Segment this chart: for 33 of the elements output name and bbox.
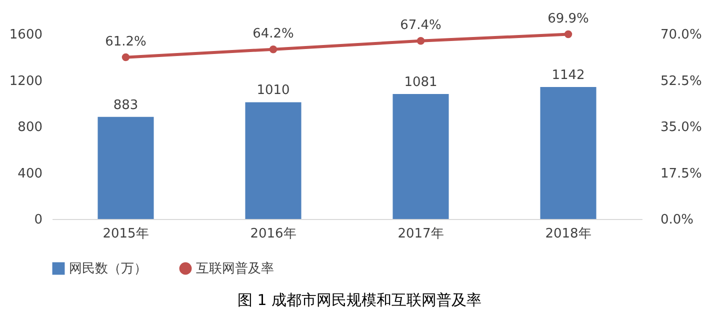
x-tick-label: 2015年 — [102, 226, 149, 242]
bar — [98, 116, 154, 219]
data-label: 67.4% — [400, 18, 442, 33]
point — [416, 37, 425, 45]
y2-tick-label: 0.0% — [660, 212, 694, 228]
y-tick-label: 0 — [34, 212, 42, 228]
y-tick-label: 1200 — [9, 74, 42, 89]
x-tick-label: 2016年 — [250, 226, 296, 242]
y-tick-label: 800 — [18, 120, 42, 135]
y2-tick-label: 70.0% — [660, 28, 702, 42]
y2-tick-label: 52.5% — [660, 74, 702, 89]
x-tick-label: 2018年 — [545, 226, 592, 242]
point — [122, 53, 130, 62]
data-label: 1142 — [552, 68, 585, 83]
data-label: 64.2% — [252, 26, 294, 42]
y-tick-label: 1600 — [9, 28, 42, 42]
text: 图 1 成都市网民规模和互联网普及率 — [236, 291, 483, 310]
data-label: 61.2% — [105, 34, 146, 50]
legend-label: 互联网普及率 — [196, 260, 274, 277]
bar — [245, 102, 302, 219]
data-label: 1081 — [404, 75, 438, 90]
bar — [540, 86, 596, 219]
x-tick-label: 2017年 — [398, 226, 444, 242]
y2-tick-label: 17.5% — [660, 166, 702, 182]
data-label: 1010 — [256, 83, 290, 98]
bar — [392, 94, 449, 219]
point — [564, 30, 572, 38]
y2-tick-label: 35.0% — [660, 120, 702, 135]
point — [269, 45, 278, 54]
data-label: 883 — [113, 98, 138, 113]
legend-label: 网民数（万） — [69, 262, 147, 277]
data-label: 69.9% — [548, 11, 589, 26]
y-tick-label: 400 — [18, 166, 42, 182]
